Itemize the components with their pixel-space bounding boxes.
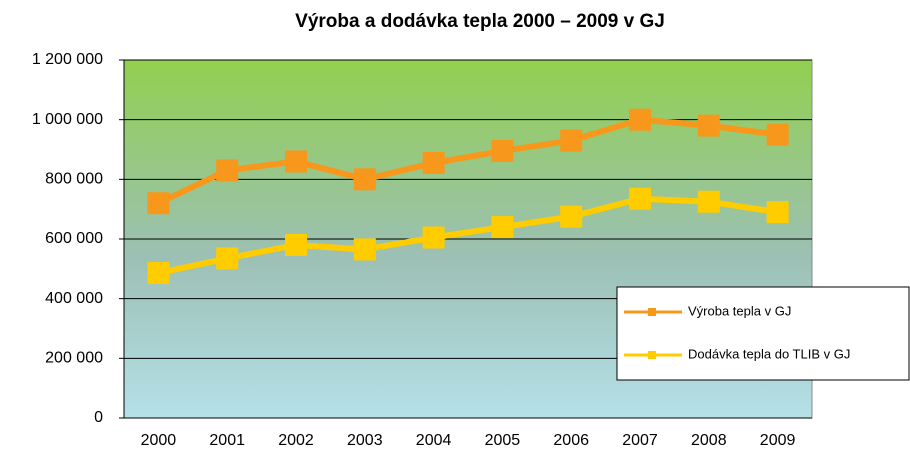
legend-label: Dodávka tepla do TLIB v GJ (688, 346, 850, 361)
y-tick-label: 600 000 (45, 230, 103, 247)
y-tick-label: 1 200 000 (32, 51, 103, 68)
x-tick-label: 2000 (141, 432, 177, 449)
legend-marker (648, 351, 656, 359)
y-tick-label: 1 000 000 (32, 111, 103, 128)
y-tick-label: 800 000 (45, 171, 103, 188)
marker (560, 129, 583, 152)
marker (285, 233, 307, 256)
marker (422, 226, 445, 249)
x-tick-label: 2009 (760, 432, 796, 449)
marker (147, 192, 170, 215)
series-line (157, 116, 778, 206)
marker (697, 114, 720, 137)
legend-label: Výroba tepla v GJ (688, 303, 791, 318)
marker (147, 262, 170, 285)
marker (353, 168, 376, 191)
marker (216, 247, 239, 270)
x-tick-label: 2005 (485, 432, 521, 449)
y-tick-label: 200 000 (45, 350, 103, 367)
x-tick-label: 2006 (553, 432, 589, 449)
legend-box (616, 286, 910, 381)
marker (560, 205, 583, 228)
x-tick-label: 2008 (691, 432, 727, 449)
marker (697, 190, 720, 213)
legend-marker (648, 308, 656, 316)
marker (629, 108, 651, 131)
series-line (157, 195, 779, 276)
x-tick-label: 2007 (622, 432, 658, 449)
marker (766, 123, 789, 146)
x-tick-label: 2001 (209, 432, 245, 449)
marker (491, 216, 514, 239)
marker (285, 150, 307, 173)
marker (491, 139, 514, 162)
y-tick-label: 400 000 (45, 290, 103, 307)
marker (766, 201, 789, 224)
y-tick-label: 0 (94, 409, 103, 426)
x-tick-label: 2002 (278, 432, 314, 449)
x-tick-label: 2004 (416, 432, 452, 449)
chart-title: Výroba a dodávka tepla 2000 – 2009 v GJ (295, 11, 665, 32)
marker (629, 187, 651, 210)
marker (353, 238, 376, 261)
marker (216, 159, 239, 182)
x-tick-label: 2003 (347, 432, 383, 449)
marker (422, 151, 445, 174)
